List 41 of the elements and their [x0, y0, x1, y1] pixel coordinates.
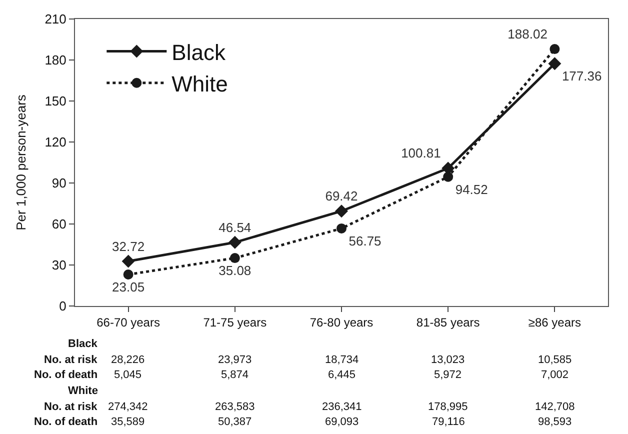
- y-axis-title: Per 1,000 person-years: [14, 94, 29, 230]
- text: Black: [68, 338, 98, 350]
- text: No. at risk 28,226 23,973 18,734 13,023 10,585: [44, 354, 572, 366]
- y-tick-label: 180: [44, 52, 66, 68]
- point: [548, 57, 562, 70]
- point: [336, 223, 346, 234]
- x-tick-label: 81-85 years: [416, 315, 480, 330]
- point: [122, 254, 135, 268]
- point: [230, 253, 240, 264]
- x-tick-label: 66-70 years: [96, 315, 160, 330]
- data-label: 46.54: [218, 220, 252, 235]
- text: No. of death 35,589 50,387 69,093 79,116 98,593: [34, 416, 572, 428]
- text: No. of death 5,045 5,874 6,445 5,972 7,002: [34, 369, 569, 381]
- data-label: 23.05: [112, 280, 145, 294]
- data-label: 94.52: [455, 182, 488, 197]
- point: [123, 270, 134, 280]
- data-label: 69.42: [325, 188, 358, 204]
- data-label: 100.81: [401, 146, 441, 161]
- x-tick-label: 76-80 years: [310, 315, 374, 330]
- data-label: 177.36: [562, 68, 602, 84]
- y-tick-label: 210: [44, 12, 66, 27]
- point: [550, 44, 560, 54]
- y-tick-label: 90: [52, 176, 66, 191]
- data-label: 56.75: [348, 233, 382, 248]
- y-tick-label: 30: [52, 258, 66, 273]
- point: [335, 204, 348, 218]
- y-tick-label: 60: [52, 216, 66, 232]
- x-tick-label: 71-75 years: [203, 315, 267, 330]
- legend-label: Black: [172, 40, 226, 65]
- y-tick-label: 0: [59, 298, 66, 314]
- text: White: [68, 385, 98, 397]
- point: [443, 172, 454, 182]
- y-tick-label: 150: [44, 94, 66, 109]
- legend-label: White: [172, 71, 228, 96]
- text: No. at risk 274,342 263,583 236,341 178,995 142,708: [44, 401, 575, 413]
- data-label: 188.02: [508, 26, 548, 42]
- x-tick-label: ≥86 years: [528, 315, 582, 330]
- y-tick-label: 120: [44, 134, 66, 150]
- data-label: 32.72: [112, 238, 145, 254]
- point: [228, 236, 242, 249]
- data-label: 35.08: [218, 263, 252, 278]
